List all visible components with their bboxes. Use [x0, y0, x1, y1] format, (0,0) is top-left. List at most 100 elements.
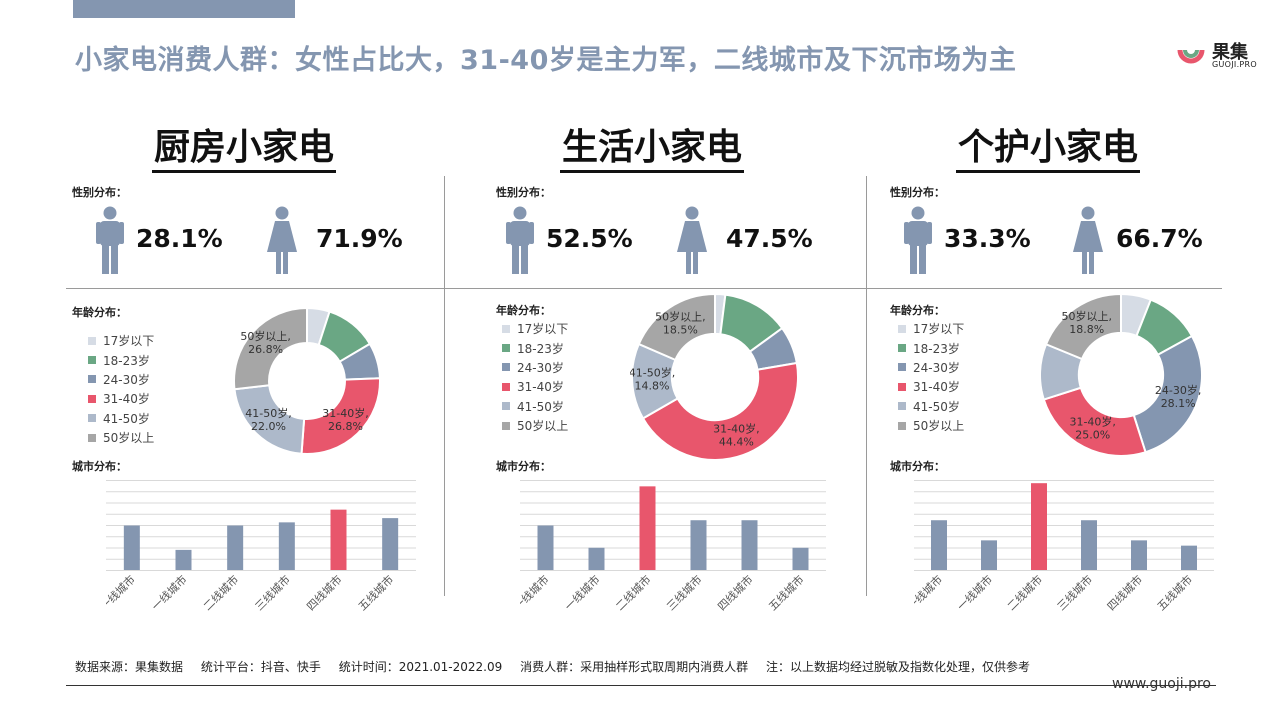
- donut-slice-6: [233, 306, 308, 391]
- age-label: 年龄分布：: [890, 304, 945, 317]
- city-tick-label: 一线城市: [562, 572, 603, 613]
- divider-1: [444, 176, 445, 596]
- city-bar: [330, 509, 347, 570]
- legend-item: 41-50岁: [502, 397, 568, 416]
- age-legend: 17岁以下 18-23岁 24-30岁 31-40岁 41-50岁 50岁以上: [502, 319, 568, 435]
- male-icon: [96, 206, 124, 274]
- legend-item: 24-30岁: [898, 358, 964, 377]
- legend-item: 17岁以下: [898, 319, 964, 338]
- footer-source: 数据来源：果集数据: [75, 660, 184, 674]
- male-percentage: 28.1%: [136, 224, 223, 253]
- male-icon: [506, 206, 534, 274]
- male-percentage: 33.3%: [944, 224, 1031, 253]
- city-bar: [382, 518, 399, 570]
- city-bar: [227, 525, 244, 570]
- brand-logo: 果集 GUOJI.PRO: [1176, 38, 1266, 74]
- brand-logo-icon: [1177, 49, 1205, 64]
- city-tick-label: 二线城市: [1004, 572, 1045, 613]
- legend-item: 17岁以下: [88, 331, 154, 350]
- footer-note: 注：以上数据均经过脱敏及指数化处理，仅供参考: [765, 660, 1030, 674]
- gender-label: 性别分布：: [890, 186, 945, 199]
- city-bar: [639, 486, 656, 570]
- site-watermark: www.guoji.pro: [1112, 676, 1211, 692]
- city-bar-chart: 新一线城市 一线城市 二线城市 三线城市 四线城市 五线城市: [106, 480, 416, 620]
- age-donut-chart: 50岁以上, 18.5% 41-50岁, 14.8% 31-40岁, 44.4%: [630, 292, 799, 461]
- city-bar: [741, 520, 758, 570]
- city-bar: [931, 520, 947, 570]
- donut-data-label: 31-40岁, 44.4%: [713, 421, 759, 448]
- male-percentage: 52.5%: [546, 224, 633, 253]
- city-tick-label: 五线城市: [355, 572, 396, 613]
- footer-rule: [66, 685, 1216, 686]
- donut-data-label: 24-30岁, 28.1%: [1155, 383, 1201, 410]
- city-label: 城市分布：: [496, 460, 551, 473]
- footer-audience: 消费人群：采用抽样形式取周期内消费人群: [520, 660, 749, 674]
- legend-item: 41-50岁: [88, 409, 154, 428]
- legend-item: 24-30岁: [88, 370, 154, 389]
- age-donut-chart: 50岁以上, 26.8% 41-50岁, 22.0% 31-40岁, 26.8%: [233, 306, 381, 455]
- city-bar: [175, 549, 192, 570]
- legend-item: 31-40岁: [88, 389, 154, 408]
- city-bar-chart: 新一线城市 一线城市 二线城市 三线城市 四线城市 五线城市: [520, 480, 826, 620]
- city-bar: [792, 547, 809, 570]
- city-tick-label: 三线城市: [252, 572, 293, 613]
- female-icon: [267, 206, 297, 274]
- legend-item: 18-23岁: [898, 338, 964, 357]
- gender-label: 性别分布：: [72, 186, 127, 199]
- divider-2: [866, 176, 867, 596]
- legend-item: 50岁以上: [502, 416, 568, 435]
- legend-item: 18-23岁: [88, 350, 154, 369]
- donut-data-label: 50岁以上, 18.8%: [1061, 309, 1112, 336]
- age-legend: 17岁以下 18-23岁 24-30岁 31-40岁 41-50岁 50岁以上: [88, 331, 154, 447]
- donut-data-label: 31-40岁, 25.0%: [1069, 415, 1115, 442]
- donut-slice-3: [1132, 334, 1203, 454]
- city-bar: [1181, 545, 1197, 570]
- city-bar-chart: 新一线城市 一线城市 二线城市 三线城市 四线城市 五线城市: [914, 480, 1214, 620]
- divider-horizontal: [66, 288, 1222, 289]
- gridlines: [914, 480, 1214, 571]
- panel-title: 生活小家电: [560, 126, 745, 173]
- donut-data-label: 31-40岁, 26.8%: [322, 406, 368, 433]
- city-tick-label: 一线城市: [149, 572, 190, 613]
- city-bar: [981, 540, 997, 570]
- brand-subtitle: GUOJI.PRO: [1212, 60, 1257, 69]
- legend-item: 24-30岁: [502, 358, 568, 377]
- footer-platform: 统计平台：抖音、快手: [200, 660, 321, 674]
- city-label: 城市分布：: [890, 460, 945, 473]
- city-bar: [588, 547, 605, 570]
- legend-item: 31-40岁: [502, 377, 568, 396]
- gridlines: [520, 480, 826, 571]
- female-percentage: 71.9%: [316, 224, 403, 253]
- female-percentage: 66.7%: [1116, 224, 1203, 253]
- female-percentage: 47.5%: [726, 224, 813, 253]
- page-headline: 小家电消费人群：女性占比大，31-40岁是主力军，二线城市及下沉市场为主: [75, 45, 1017, 76]
- city-bar: [123, 525, 140, 570]
- city-tick-label: 二线城市: [613, 572, 654, 613]
- city-tick-label: 一线城市: [954, 572, 995, 613]
- city-bar: [1131, 540, 1147, 570]
- panel-kitchen: 厨房小家电 性别分布： 28.1% 71.9% 年龄分布： 17岁以下 18-2…: [66, 120, 444, 620]
- city-tick-label: 四线城市: [304, 572, 345, 613]
- city-tick-label: 三线城市: [664, 572, 705, 613]
- city-tick-label: 二线城市: [200, 572, 241, 613]
- city-bar: [1031, 483, 1047, 570]
- top-accent-bar: [73, 0, 295, 18]
- city-tick-label: 四线城市: [715, 572, 756, 613]
- donut-data-label: 50岁以上, 26.8%: [240, 329, 291, 356]
- donut-slice-6: [1044, 292, 1122, 361]
- panel-title: 厨房小家电: [152, 126, 337, 173]
- panel-living: 生活小家电 性别分布： 52.5% 47.5% 年龄分布： 17岁以下 18-2…: [490, 120, 866, 620]
- gridlines: [106, 480, 416, 571]
- female-icon: [677, 206, 707, 274]
- city-tick-label: 四线城市: [1104, 572, 1145, 613]
- city-tick-label: 五线城市: [766, 572, 807, 613]
- city-bar: [537, 525, 554, 570]
- site-url: www.guoji.pro: [1112, 676, 1211, 692]
- male-icon: [904, 206, 932, 274]
- donut-data-label: 50岁以上, 18.5%: [655, 309, 706, 336]
- donut-slice-6: [637, 292, 716, 362]
- donut-data-label: 41-50岁, 14.8%: [630, 366, 675, 393]
- female-icon: [1073, 206, 1103, 274]
- legend-item: 31-40岁: [898, 377, 964, 396]
- donut-slice-4: [641, 361, 799, 461]
